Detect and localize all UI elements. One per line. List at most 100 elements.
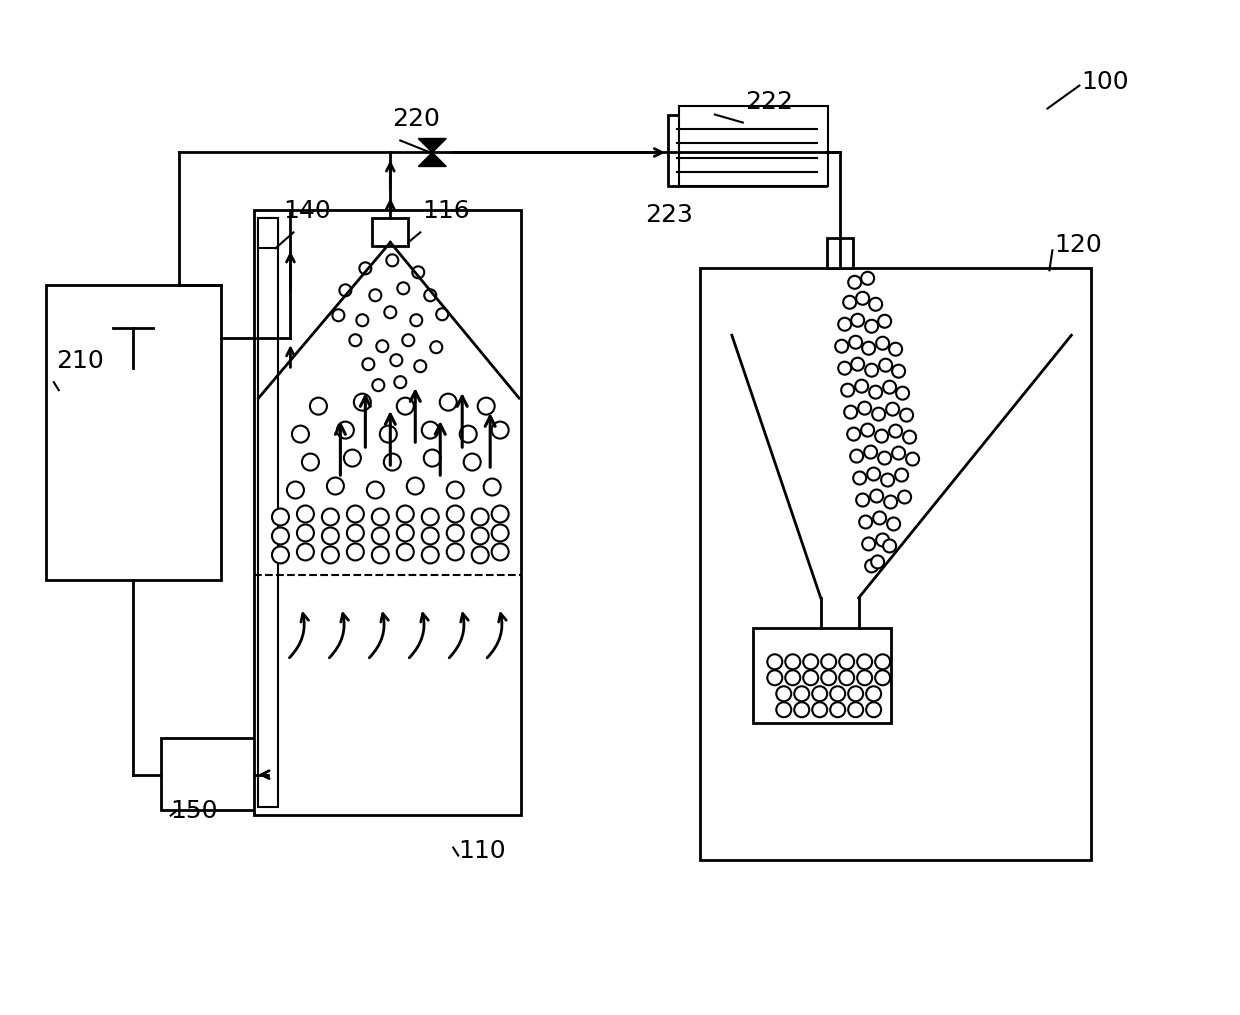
Circle shape: [862, 538, 875, 550]
Circle shape: [410, 315, 423, 326]
Circle shape: [376, 340, 388, 352]
Circle shape: [851, 450, 863, 463]
Circle shape: [883, 539, 897, 552]
Circle shape: [839, 655, 854, 669]
Circle shape: [347, 525, 363, 541]
Circle shape: [372, 546, 389, 563]
Circle shape: [843, 295, 856, 309]
Circle shape: [272, 509, 289, 526]
Text: 110: 110: [459, 838, 506, 863]
Circle shape: [492, 421, 508, 438]
Circle shape: [848, 686, 863, 701]
Bar: [668, 115, 826, 187]
Circle shape: [831, 686, 846, 701]
Circle shape: [872, 555, 884, 568]
Circle shape: [804, 670, 818, 685]
Circle shape: [379, 425, 397, 443]
Circle shape: [397, 525, 414, 541]
Circle shape: [883, 381, 897, 394]
Circle shape: [436, 309, 448, 321]
Circle shape: [322, 509, 339, 526]
Circle shape: [856, 493, 869, 506]
Bar: [753, 628, 890, 723]
Circle shape: [397, 398, 414, 414]
Circle shape: [804, 655, 818, 669]
Circle shape: [414, 360, 427, 373]
Circle shape: [879, 358, 892, 371]
Circle shape: [785, 655, 800, 669]
Circle shape: [322, 528, 339, 544]
Circle shape: [867, 468, 880, 480]
Circle shape: [422, 509, 439, 526]
Text: 140: 140: [284, 199, 331, 223]
Bar: [161, 738, 269, 810]
Circle shape: [869, 297, 882, 311]
Circle shape: [394, 377, 407, 388]
Circle shape: [347, 543, 363, 560]
Circle shape: [873, 512, 887, 525]
Bar: [258, 218, 279, 249]
Circle shape: [286, 481, 304, 498]
Circle shape: [776, 702, 791, 718]
Circle shape: [875, 429, 888, 443]
Circle shape: [866, 363, 878, 377]
Bar: [253, 210, 521, 815]
Circle shape: [821, 655, 836, 669]
Circle shape: [878, 315, 892, 328]
Circle shape: [795, 702, 810, 718]
Circle shape: [887, 403, 899, 415]
Circle shape: [906, 453, 919, 466]
Bar: [46, 285, 221, 580]
Circle shape: [343, 450, 361, 467]
Circle shape: [372, 509, 389, 526]
Circle shape: [875, 655, 890, 669]
Circle shape: [897, 387, 909, 400]
Circle shape: [384, 307, 397, 319]
Circle shape: [849, 336, 862, 349]
Circle shape: [856, 291, 869, 304]
Circle shape: [471, 509, 489, 526]
Circle shape: [484, 478, 501, 495]
Polygon shape: [418, 152, 446, 166]
Circle shape: [836, 340, 848, 352]
Circle shape: [857, 655, 872, 669]
Circle shape: [370, 289, 382, 301]
Circle shape: [838, 318, 851, 331]
Text: 116: 116: [423, 199, 470, 223]
Circle shape: [866, 320, 878, 333]
Circle shape: [900, 409, 913, 421]
Circle shape: [397, 282, 409, 294]
Circle shape: [851, 357, 864, 370]
Circle shape: [812, 686, 827, 701]
Circle shape: [332, 310, 345, 322]
Circle shape: [889, 424, 903, 437]
Circle shape: [384, 454, 401, 471]
Circle shape: [812, 702, 827, 718]
Circle shape: [430, 341, 443, 353]
Circle shape: [768, 670, 782, 685]
Circle shape: [446, 525, 464, 541]
Circle shape: [884, 495, 897, 509]
Circle shape: [878, 452, 892, 465]
Circle shape: [412, 266, 424, 278]
Text: 120: 120: [1054, 233, 1102, 258]
Circle shape: [867, 702, 882, 718]
Polygon shape: [418, 138, 446, 152]
Circle shape: [391, 354, 402, 366]
Circle shape: [367, 481, 384, 498]
Circle shape: [889, 343, 903, 355]
Circle shape: [372, 380, 384, 391]
Circle shape: [785, 670, 800, 685]
Circle shape: [869, 386, 882, 399]
Circle shape: [397, 505, 414, 523]
Text: 100: 100: [1081, 70, 1128, 93]
Circle shape: [795, 686, 810, 701]
Circle shape: [887, 518, 900, 531]
Circle shape: [322, 546, 339, 563]
Circle shape: [464, 454, 481, 471]
Circle shape: [272, 528, 289, 544]
Text: 223: 223: [645, 203, 693, 227]
Circle shape: [291, 425, 309, 443]
Circle shape: [492, 505, 508, 523]
Circle shape: [397, 543, 414, 560]
